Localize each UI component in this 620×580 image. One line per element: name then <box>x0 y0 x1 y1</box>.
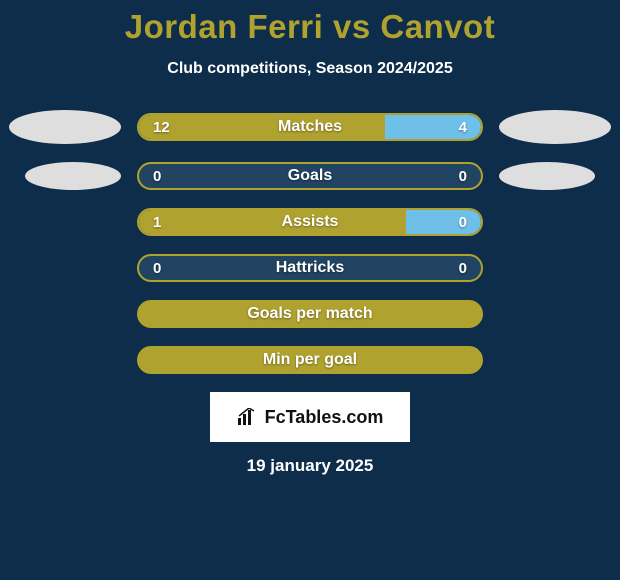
stat-label: Assists <box>139 213 481 231</box>
stat-label: Hattricks <box>139 259 481 277</box>
chart-icon <box>237 408 259 426</box>
stat-label: Matches <box>139 118 481 136</box>
stat-row: 0Goals0 <box>0 162 620 190</box>
stat-value-right: 0 <box>459 168 467 185</box>
comparison-card: Jordan Ferri vs Canvot Club competitions… <box>0 0 620 580</box>
date-text: 19 january 2025 <box>0 456 620 476</box>
stat-label: Min per goal <box>139 351 481 369</box>
stat-row: 0Hattricks0 <box>0 254 620 282</box>
stat-row: 12Matches4 <box>0 110 620 144</box>
player-left-marker <box>9 110 121 144</box>
stat-bar: Goals per match <box>137 300 483 328</box>
stat-bar: Min per goal <box>137 346 483 374</box>
stat-bar: 0Hattricks0 <box>137 254 483 282</box>
stat-rows: 12Matches40Goals01Assists00Hattricks0Goa… <box>0 110 620 374</box>
player-right-marker <box>499 110 611 144</box>
brand-badge: FcTables.com <box>210 392 410 442</box>
player-left-marker <box>25 162 121 190</box>
page-title: Jordan Ferri vs Canvot <box>0 8 620 46</box>
stat-value-right: 0 <box>459 214 467 231</box>
stat-bar: 1Assists0 <box>137 208 483 236</box>
stat-row: Goals per match <box>0 300 620 328</box>
player-right-marker <box>499 162 595 190</box>
stat-value-right: 4 <box>459 119 467 136</box>
subtitle: Club competitions, Season 2024/2025 <box>0 60 620 78</box>
stat-row: Min per goal <box>0 346 620 374</box>
stat-value-right: 0 <box>459 260 467 277</box>
stat-label: Goals <box>139 167 481 185</box>
brand-text: FcTables.com <box>265 407 384 428</box>
stat-bar: 12Matches4 <box>137 113 483 141</box>
stat-label: Goals per match <box>139 305 481 323</box>
stat-bar: 0Goals0 <box>137 162 483 190</box>
stat-row: 1Assists0 <box>0 208 620 236</box>
